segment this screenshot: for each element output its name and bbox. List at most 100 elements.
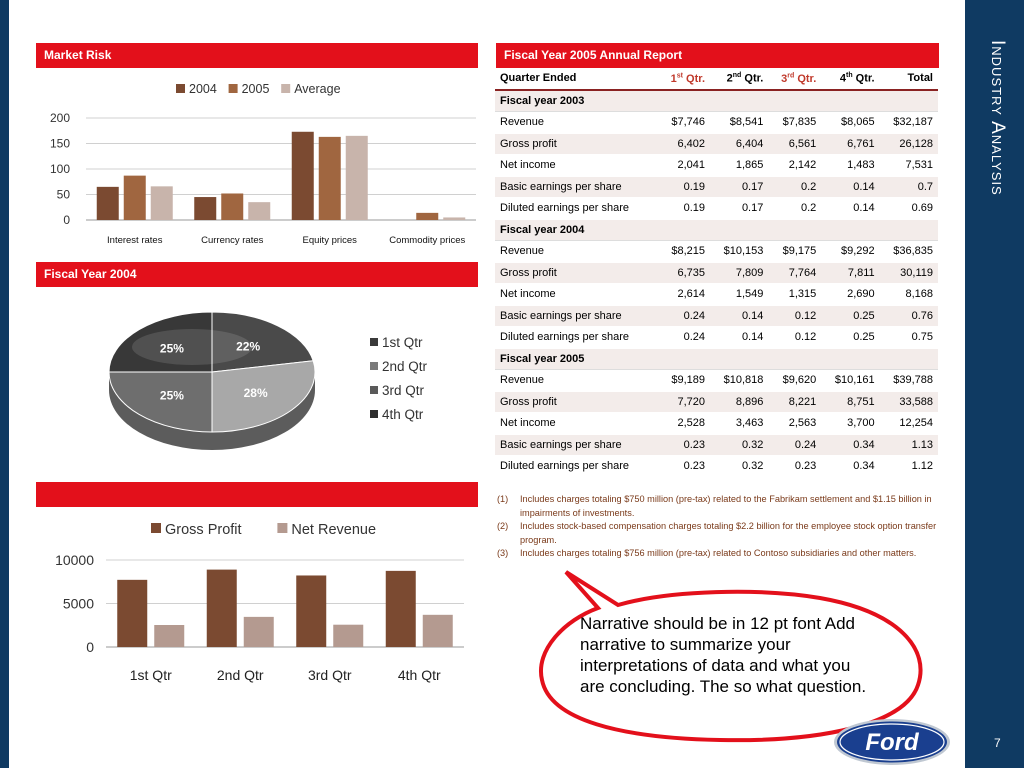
cell-q2: 6,404 [710,133,769,155]
cell-q3: $9,620 [768,369,822,392]
cell-total: $39,788 [879,369,938,392]
table-row: Gross profit 7,720 8,896 8,221 8,751 33,588 [495,391,938,413]
bar-gross-profit [117,579,148,647]
cell-q1: $7,746 [658,111,711,134]
cell-q3: 0.12 [768,305,822,327]
table-section-row: Fiscal year 2003 [495,89,938,112]
bar-net-revenue [422,614,453,647]
legend-swatch [370,362,378,370]
table-section-row: Fiscal year 2005 [495,348,938,370]
row-label: Gross profit [495,391,658,413]
cell-q2: 8,896 [710,391,769,413]
footnote-2: (2) Includes stock-based compensation cha… [497,521,937,545]
row-label: Revenue [495,369,658,392]
row-label: Net income [495,154,658,177]
cell-q2: $8,541 [710,111,769,134]
legend-swatch [370,338,378,346]
cell-q2: 3,463 [710,412,769,435]
legend-swatch [228,84,238,93]
legend-label: 3rd Qtr [382,383,425,398]
y-tick-label: 200 [50,111,70,125]
y-tick-label: 50 [57,188,71,202]
cell-q1: 7,720 [658,391,711,413]
cell-q4: $9,292 [821,240,880,263]
x-tick-label: Equity prices [303,235,358,246]
cell-q3: 2,142 [768,154,822,177]
cell-q1: 0.23 [658,434,711,456]
table-section-row: Fiscal year 2004 [495,219,938,241]
x-tick-label: 4th Qtr [398,667,441,683]
legend-label: Net Revenue [291,522,376,538]
cell-total: 8,168 [879,283,938,306]
table-row: Basic earnings per share 0.23 0.32 0.24 0.34… [495,434,938,456]
y-tick-label: 150 [50,137,70,151]
legend-swatch [370,410,378,418]
ford-logo: Ford [834,719,950,765]
legend-swatch [176,84,185,93]
footnote-1: (1) Includes charges totaling $750 millio… [497,494,932,518]
table-row: Revenue $9,189 $10,818 $9,620 $10,161 $39,788 [495,369,938,392]
cell-q4: 1,483 [821,154,880,177]
cell-q3: 8,221 [768,391,822,413]
table-row: Net income 2,041 1,865 2,142 1,483 7,531 [495,154,938,177]
section-title: Industry Analysis [987,40,1008,196]
cell-q2: 7,809 [710,262,769,284]
cell-q1: 6,402 [658,133,711,155]
bar-net-revenue [243,616,274,647]
cell-q3: 7,764 [768,262,822,284]
table-row: Revenue $7,746 $8,541 $7,835 $8,065 $32,187 [495,111,938,134]
cell-q1: 0.24 [658,305,711,327]
cell-q3: 0.2 [768,197,822,220]
table-row: Diluted earnings per share 0.19 0.17 0.2 0.1… [495,197,938,220]
y-tick-label: 0 [63,213,70,227]
bar-2004 [291,131,314,220]
legend-label: 4th Qtr [382,407,424,422]
bar-average [150,186,173,220]
cell-q3: 6,561 [768,133,822,155]
market-risk-header: Market Risk [36,43,478,68]
legend-swatch [277,523,288,533]
cell-q1: $9,189 [658,369,711,392]
cell-q3: 0.23 [768,455,822,478]
cell-q2: 1,549 [710,283,769,306]
pie-slice [211,311,314,373]
table-row: Diluted earnings per share 0.24 0.14 0.12 0.… [495,326,938,349]
cell-q4: 0.14 [821,176,880,198]
legend-label: 2004 [189,82,217,96]
bar-gross-profit [296,575,327,647]
fy2004-pie-chart: 22% 28% 25% 25% 1st Qtr 2nd Qtr 3rd Qtr 4th Qtr [108,311,428,450]
x-tick-label: Interest rates [107,235,163,246]
bar-2005 [318,136,341,220]
x-tick-label: 3rd Qtr [308,667,352,683]
market-risk-chart: 0 50 100 150 200 Interest rates Currency rates… [50,82,476,246]
row-label: Basic earnings per share [495,305,658,327]
legend-label: 2nd Qtr [382,359,428,374]
table-row: Gross profit 6,735 7,809 7,764 7,811 30,119 [495,262,938,284]
cell-q4: 2,690 [821,283,880,306]
slide-number: 7 [994,736,1001,750]
annual-report-table: Quarter Ended 1st Qtr. 2nd Qtr. 3rd Qtr.… [495,68,938,478]
cell-q2: $10,818 [710,369,769,392]
cell-total: $36,835 [879,240,938,263]
header-q3: 3rd Qtr. [768,68,822,91]
cell-q1: $8,215 [658,240,711,263]
row-label: Gross profit [495,262,658,284]
legend-swatch [281,84,291,93]
cell-q2: $10,153 [710,240,769,263]
cell-q3: 0.12 [768,326,822,349]
cell-q1: 0.19 [658,197,711,220]
section-label: Fiscal year 2003 [495,89,938,112]
cell-q4: 8,751 [821,391,880,413]
pie-slice [108,311,213,373]
bar-average [443,217,466,220]
cell-q1: 2,528 [658,412,711,435]
cell-q1: 0.24 [658,326,711,349]
section-label: Fiscal year 2005 [495,348,938,370]
y-tick-label: 100 [50,162,70,176]
legend-label: 2005 [242,82,270,96]
cell-q2: 0.32 [710,455,769,478]
table-row: Net income 2,614 1,549 1,315 2,690 8,168 [495,283,938,306]
cell-q3: 1,315 [768,283,822,306]
bar-average [345,135,368,220]
cell-q2: 0.32 [710,434,769,456]
